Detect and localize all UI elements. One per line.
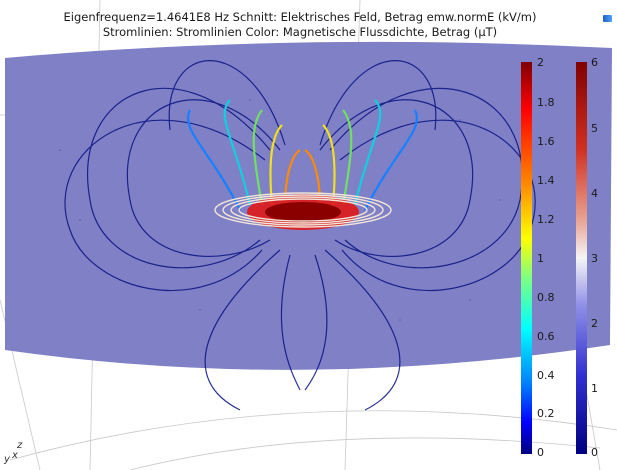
colorbar-bfield-tick: 0 <box>591 446 598 459</box>
axis-z-label: z <box>17 440 23 451</box>
colorbar-bfield-tick: 1 <box>591 382 598 395</box>
legend-toggle-icon[interactable] <box>603 15 612 22</box>
colorbar-efield-tick: 0.6 <box>537 330 555 343</box>
colorbar-bfield-tick: 5 <box>591 122 598 135</box>
colorbar-efield <box>521 62 532 454</box>
colorbar-bfield-tick: 3 <box>591 252 598 265</box>
field-hotspot-core <box>265 202 341 222</box>
axis-y-label: y <box>4 454 10 465</box>
colorbar-bfield <box>576 62 587 454</box>
antenna-rings <box>214 192 392 228</box>
colorbar-bfield-tick: 4 <box>591 187 598 200</box>
colorbar-efield-tick: 2 <box>537 56 544 69</box>
colorbar-efield-tick: 0.4 <box>537 369 555 382</box>
colorbar-bfield-tick: 2 <box>591 317 598 330</box>
colorbar-efield-tick: 0.8 <box>537 291 555 304</box>
axis-orientation-triad: z y x <box>4 440 30 468</box>
colorbar-efield-tick: 1.4 <box>537 174 555 187</box>
colorbar-efield-tick: 1.2 <box>537 213 555 226</box>
colorbar-efield-tick: 1.6 <box>537 135 555 148</box>
colorbar-efield-tick: 0 <box>537 446 544 459</box>
colorbar-bfield-tick: 6 <box>591 56 598 69</box>
axis-x-label: x <box>12 450 18 461</box>
plot-title-line-2: Stromlinien: Stromlinien Color: Magnetis… <box>102 25 498 39</box>
colorbar-efield-tick: 1 <box>537 252 544 265</box>
plot-title-line-1: Eigenfrequenz=1.4641E8 Hz Schnitt: Elekt… <box>63 10 537 24</box>
colorbar-efield-tick: 1.8 <box>537 96 555 109</box>
streamline-core <box>187 99 418 211</box>
colorbar-efield-tick: 0.2 <box>537 407 555 420</box>
